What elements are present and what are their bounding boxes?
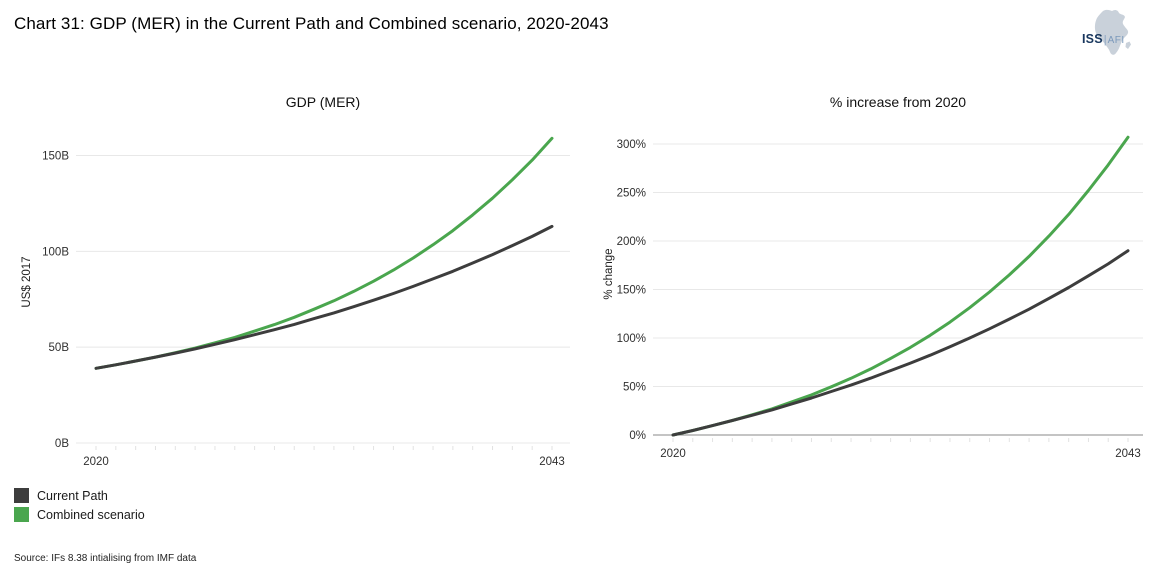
- logo-divider: |: [1103, 34, 1107, 46]
- logo-iss-label: ISS: [1082, 32, 1103, 46]
- pct-increase-line-chart: % increase from 2020 0% 50% 100% 150% 200% 250…: [603, 94, 1143, 460]
- x-tick-label: 2020: [660, 448, 686, 460]
- africa-map-icon: [1094, 9, 1131, 55]
- gdp-mer-line-chart: GDP (MER) 0B 50B 100B 150B 2020 2043 US$ 2017: [21, 94, 570, 468]
- y-tick-label: 50B: [49, 342, 70, 354]
- combined-scenario-line: [94, 136, 554, 370]
- chart-pct-increase: % increase from 2020 0% 50% 100% 150% 200% 250…: [598, 85, 1154, 478]
- iss-afi-logo: ISS|AFI: [1082, 8, 1136, 64]
- chart-title: GDP (MER): [286, 94, 360, 110]
- legend-item-current-path: Current Path: [14, 488, 145, 503]
- chart-title: % increase from 2020: [830, 94, 966, 110]
- y-tick-label: 150%: [617, 285, 646, 297]
- combined-scenario-swatch: [14, 507, 29, 522]
- source-note: Source: IFs 8.38 intialising from IMF da…: [14, 553, 197, 564]
- chart-gdp-mer: GDP (MER) 0B 50B 100B 150B 2020 2043 US$ 2017: [14, 93, 589, 486]
- x-tick-label: 2020: [83, 456, 109, 468]
- y-axis-title: % change: [603, 248, 615, 299]
- y-tick-label: 100B: [42, 246, 69, 258]
- legend-label: Combined scenario: [37, 507, 145, 522]
- y-tick-label: 0B: [55, 438, 69, 450]
- legend-item-combined-scenario: Combined scenario: [14, 507, 145, 522]
- chart-legend: Current Path Combined scenario: [14, 488, 145, 526]
- current-path-line: [94, 224, 554, 370]
- x-tick-label: 2043: [1115, 448, 1141, 460]
- y-tick-label: 100%: [617, 333, 646, 345]
- y-tick-label: 0%: [629, 430, 646, 442]
- y-tick-label: 250%: [617, 188, 646, 200]
- logo-afi-label: AFI: [1107, 35, 1125, 46]
- y-axis-title: US$ 2017: [21, 256, 33, 307]
- current-path-line: [671, 249, 1130, 437]
- y-tick-label: 300%: [617, 139, 646, 151]
- x-tick-label: 2043: [539, 456, 565, 468]
- logo-text: ISS|AFI: [1082, 30, 1125, 48]
- current-path-swatch: [14, 488, 29, 503]
- y-tick-label: 50%: [623, 382, 646, 394]
- page-title: Chart 31: GDP (MER) in the Current Path …: [14, 14, 609, 33]
- y-tick-label: 200%: [617, 236, 646, 248]
- y-tick-label: 150B: [42, 151, 69, 163]
- legend-label: Current Path: [37, 488, 108, 503]
- combined-scenario-line: [671, 135, 1130, 437]
